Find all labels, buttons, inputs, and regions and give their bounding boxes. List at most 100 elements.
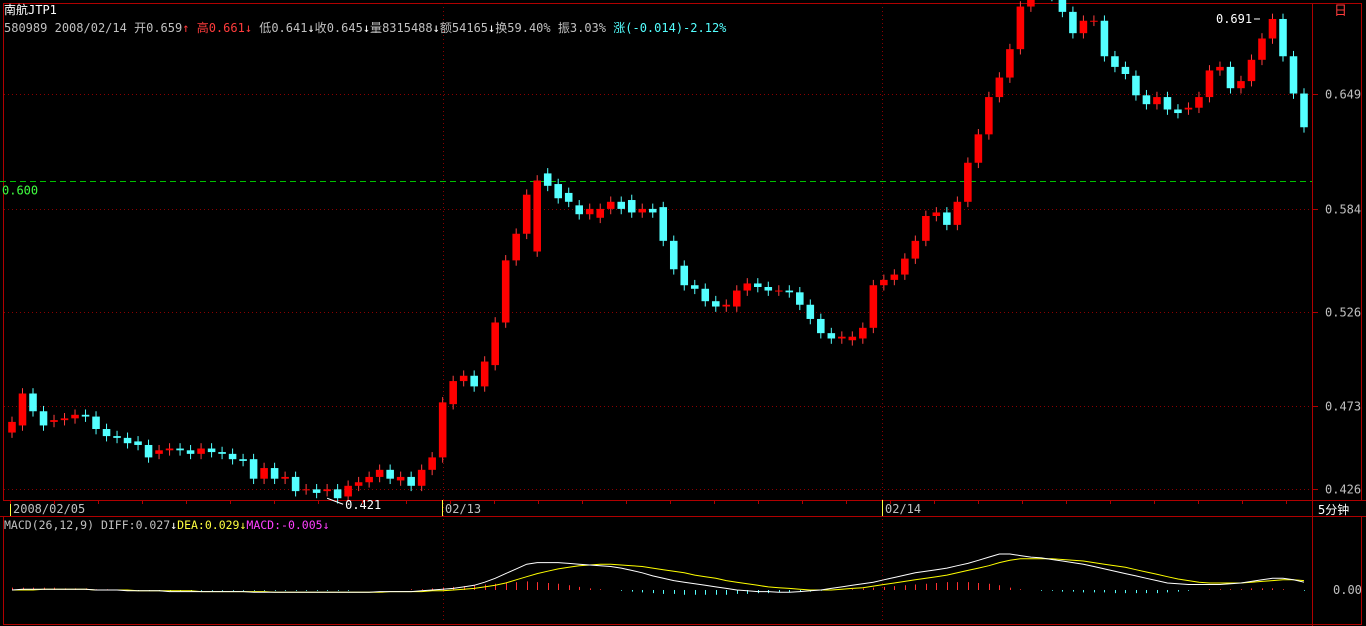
macd-panel xyxy=(11,553,1305,595)
volume-label: 量 xyxy=(370,21,383,35)
candle-up xyxy=(459,370,468,387)
candle-body xyxy=(365,476,373,483)
candle-up xyxy=(165,443,174,456)
candle-body xyxy=(1195,97,1203,108)
candle-body xyxy=(722,304,731,307)
candle-down xyxy=(113,430,121,444)
candle-up xyxy=(869,279,878,334)
candle-body xyxy=(1132,75,1140,96)
candle-body xyxy=(270,468,279,479)
candle-body xyxy=(480,361,489,387)
candle-body xyxy=(869,285,878,328)
amount-label: 额 xyxy=(439,21,452,35)
high-value: 0.661 xyxy=(208,21,245,35)
candle-body xyxy=(491,322,499,366)
down-arrow-icon: ↓ xyxy=(307,21,315,35)
candle-body xyxy=(239,459,247,461)
candle-down xyxy=(81,409,90,422)
volume-value: 8315488 xyxy=(382,21,433,35)
candle-up xyxy=(302,484,310,495)
candle-body xyxy=(333,489,342,499)
candle-down xyxy=(270,462,279,485)
candle-body xyxy=(302,489,310,491)
candle-up xyxy=(417,464,426,492)
candle-body xyxy=(386,469,394,479)
candle-down xyxy=(407,471,415,492)
candle-down xyxy=(648,203,657,218)
candle-up xyxy=(911,235,920,264)
candle-down xyxy=(386,464,394,485)
candle-down xyxy=(701,283,710,307)
candle-body xyxy=(207,448,216,453)
candle-body xyxy=(680,265,689,286)
candle-down xyxy=(186,444,195,460)
date-label: 02/14 xyxy=(885,502,921,516)
candle-body xyxy=(859,327,867,339)
candle-down xyxy=(711,295,720,312)
candle-body xyxy=(732,290,741,307)
candle-up xyxy=(375,464,384,483)
candle-body xyxy=(785,290,794,293)
candle-up xyxy=(197,443,205,460)
candle-body xyxy=(1226,66,1235,89)
candle-body xyxy=(438,402,447,458)
candle-up xyxy=(606,196,615,215)
candle-body xyxy=(1279,18,1287,57)
price-gridlines xyxy=(4,94,1312,490)
annotation-label: 0.421 xyxy=(345,498,381,512)
candle-body xyxy=(606,201,615,209)
candle-body xyxy=(890,274,899,280)
corner-label[interactable]: 日 xyxy=(1334,4,1347,19)
candle-body xyxy=(1247,59,1256,82)
candle-body xyxy=(985,97,993,135)
candle-up xyxy=(838,331,846,344)
candle-up xyxy=(533,175,541,257)
candle-up xyxy=(155,444,163,460)
candle-body xyxy=(817,318,825,334)
candle-up xyxy=(775,285,783,296)
candle-up xyxy=(1184,102,1193,115)
candle-body xyxy=(1090,20,1098,22)
candle-up xyxy=(1195,91,1203,114)
candle-body xyxy=(144,444,153,458)
candle-up xyxy=(501,255,510,328)
diff-value: 0.027 xyxy=(135,518,171,532)
candle-down xyxy=(218,446,226,460)
candle-down xyxy=(1100,15,1109,62)
dea-label: DEA: xyxy=(177,518,205,532)
candle-body xyxy=(81,414,90,417)
price-axis: 0.426 0.473 0.526 0.584 0.649 xyxy=(1312,88,1361,497)
candle-body xyxy=(743,283,752,291)
candle-down xyxy=(827,327,836,344)
date-label: 2008/02/05 xyxy=(13,502,85,516)
annotation-label: 0.691 xyxy=(1216,12,1252,26)
candle-up xyxy=(995,72,1004,103)
candle-up xyxy=(1027,0,1035,12)
candle-body xyxy=(155,450,163,454)
candle-body xyxy=(470,375,478,387)
turnover-label: 换 xyxy=(495,21,508,35)
candle-body xyxy=(1216,66,1224,71)
candle-body xyxy=(1184,107,1193,110)
period-label[interactable]: 5分钟 xyxy=(1318,502,1349,517)
candle-up xyxy=(890,269,899,286)
price-tick-label: 0.473 xyxy=(1325,400,1361,414)
candle-body xyxy=(1111,56,1119,67)
candle-body xyxy=(564,192,573,202)
candle-body xyxy=(974,134,983,163)
candle-down xyxy=(690,279,699,295)
candle-body xyxy=(396,476,405,481)
candle-down xyxy=(1163,91,1172,115)
candle-up xyxy=(901,253,909,280)
candle-body xyxy=(1163,97,1172,110)
candle-down xyxy=(312,484,321,499)
candle-body xyxy=(638,208,647,213)
candle-down xyxy=(291,471,300,497)
candle-down xyxy=(1289,50,1298,99)
stock-title: 南航JTP1 xyxy=(4,3,57,17)
candle-up xyxy=(1016,1,1025,55)
change-value: (-0.014)-2.12% xyxy=(625,21,727,35)
candle-body xyxy=(995,77,1004,98)
candle-body xyxy=(1006,49,1014,78)
candle-body xyxy=(627,200,636,213)
